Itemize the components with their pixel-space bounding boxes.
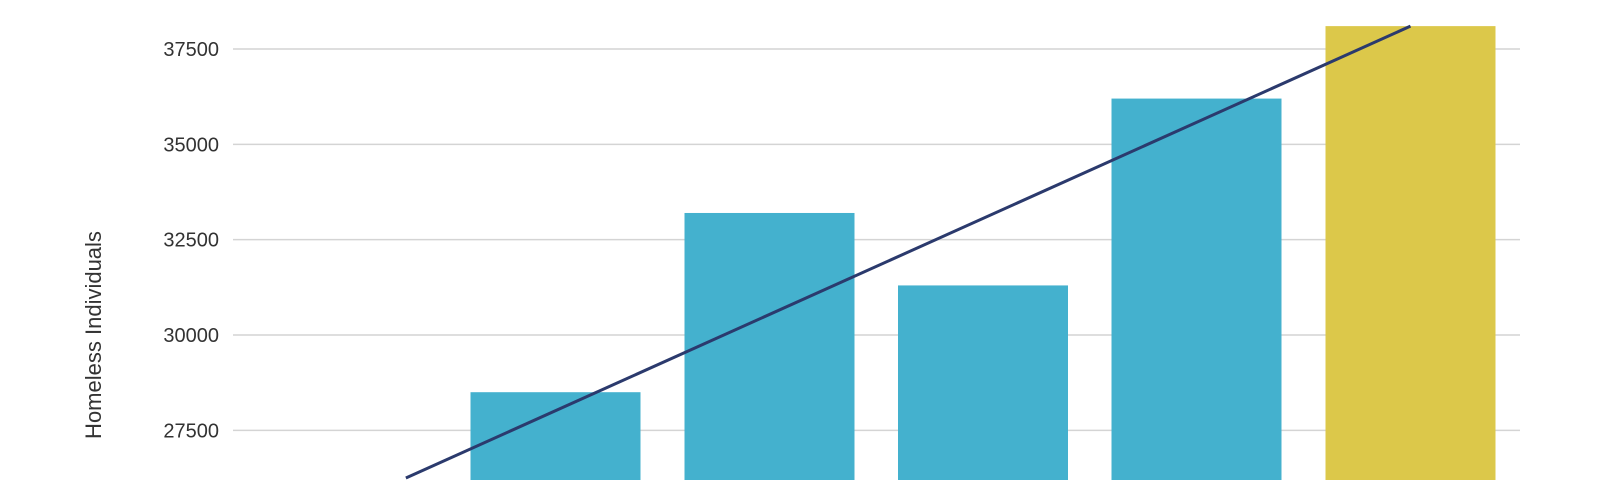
bars <box>470 26 1496 480</box>
y-tick-label: 27500 <box>163 420 219 442</box>
bar <box>1111 98 1282 480</box>
y-tick-label: 30000 <box>163 325 219 347</box>
y-tick-label: 32500 <box>163 230 219 252</box>
y-axis-ticks: 27500 30000 32500 35000 37500 <box>163 39 219 442</box>
y-axis-label: Homeless Individuals <box>81 231 106 439</box>
trend-line-group <box>405 24 1412 480</box>
bar <box>1325 26 1496 480</box>
bar <box>684 212 855 480</box>
y-tick-label: 35000 <box>163 134 219 156</box>
gridlines <box>233 48 1520 432</box>
bar <box>898 285 1068 480</box>
y-tick-label: 37500 <box>163 39 219 61</box>
trend-line <box>405 24 1412 480</box>
